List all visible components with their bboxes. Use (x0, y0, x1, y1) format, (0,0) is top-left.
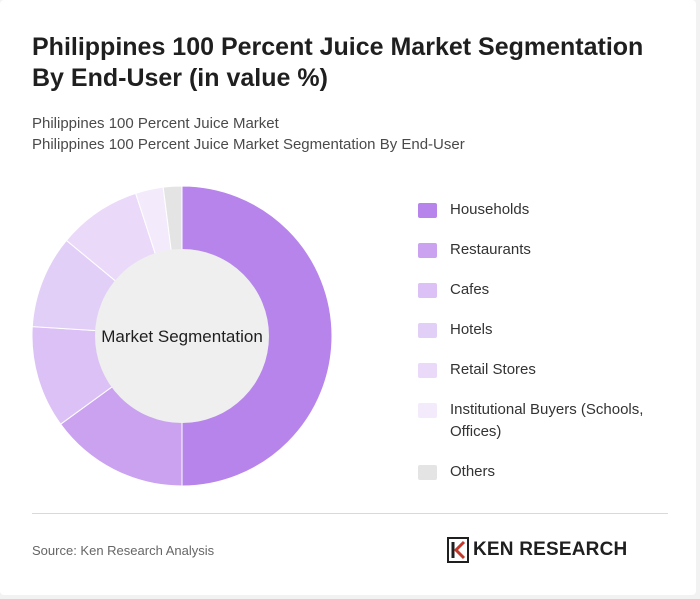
ken-research-logo: KEN RESEARCH (447, 536, 627, 564)
donut-center-label: Market Segmentation (101, 327, 263, 346)
legend-item: Cafes (418, 279, 678, 301)
legend-label: Others (450, 463, 496, 480)
legend-swatch (418, 283, 437, 298)
chart-title: Philippines 100 Percent Juice Market Seg… (32, 33, 644, 92)
legend-item: Households (418, 199, 678, 221)
legend-label: Hotels (450, 321, 493, 338)
legend-label: Institutional Buyers (Schools, Offices) (450, 401, 644, 440)
legend-item: Restaurants (418, 239, 678, 261)
legend-item: Retail Stores (418, 359, 678, 381)
chart-legend: Households Restaurants Cafes Hotels Retail S… (418, 199, 678, 501)
legend-swatch (418, 203, 437, 218)
legend-swatch (418, 465, 437, 480)
logo-text: KEN RESEARCH (473, 539, 628, 560)
legend-label: Households (450, 201, 530, 218)
ken-research-logo-icon (447, 537, 469, 563)
subtitle-line-1: Philippines 100 Percent Juice Market (32, 115, 279, 132)
subtitle-line-2: Philippines 100 Percent Juice Market Seg… (32, 136, 465, 153)
donut-chart: Market Segmentation (31, 185, 333, 487)
footer-divider (32, 513, 668, 514)
legend-label: Retail Stores (450, 361, 536, 378)
legend-item: Hotels (418, 319, 678, 341)
legend-item: Institutional Buyers (Schools, Offices) (418, 399, 678, 443)
legend-swatch (418, 323, 437, 338)
legend-swatch (418, 363, 437, 378)
legend-swatch (418, 243, 437, 258)
donut-hole (95, 249, 269, 423)
source-note: Source: Ken Research Analysis (32, 543, 215, 558)
legend-label: Cafes (450, 281, 490, 298)
chart-subtitle: Philippines 100 Percent Juice Market Phi… (32, 113, 672, 155)
legend-item: Others (418, 461, 678, 483)
legend-label: Restaurants (450, 241, 531, 258)
legend-swatch (418, 403, 437, 418)
